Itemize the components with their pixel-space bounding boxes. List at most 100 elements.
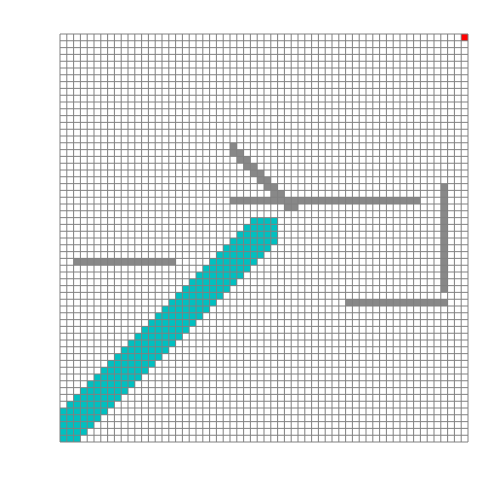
trail-cell [80,421,88,429]
wall-cell [73,258,81,266]
wall-cell [230,142,237,150]
wall-cell [440,238,448,245]
trail-cell [216,292,224,300]
trail-cell [257,224,264,232]
trail-cell [128,374,135,381]
trail-cell [80,428,88,436]
trail-cell [121,380,128,388]
trail-cell [66,428,74,436]
trail-cell [60,428,67,436]
trail-cell [87,421,94,429]
trail-cell [230,238,237,245]
trail-cell [141,346,149,354]
trail-cell [236,251,244,259]
wall-cell [243,156,251,164]
trail-cell [114,360,122,368]
wall-cell [277,190,285,198]
wall-cell [406,299,414,306]
wall-cell [121,258,128,266]
wall-cell [270,190,278,198]
trail-cell [182,299,190,306]
trail-cell [230,272,237,279]
wall-cell [440,278,448,286]
trail-cell [223,265,230,272]
trail-cell [114,394,122,402]
trail-cell [223,244,230,252]
trail-cell [121,374,128,381]
trail-cell [209,265,217,272]
wall-cell [243,197,251,204]
trail-cell [175,326,183,334]
trail-cell [202,306,210,313]
wall-cell [413,197,421,204]
trail-cell [189,312,196,320]
wall-cell [440,244,448,252]
wall-cell [372,197,380,204]
trail-cell [216,285,224,293]
wall-cell [359,299,366,306]
trail-cell [243,244,251,252]
wall-cell [291,204,298,211]
wall-cell [141,258,149,266]
trail-cell [209,278,217,286]
trail-cell [236,258,244,266]
trail-cell [243,258,251,266]
trail-cell [80,414,88,422]
wall-cell [386,299,394,306]
wall-cell [94,258,101,266]
trail-cell [66,421,74,429]
wall-cell [80,258,88,266]
wall-cell [284,204,292,211]
trail-cell [250,238,258,245]
trail-cell [189,319,196,327]
wall-cell [440,265,448,272]
trail-cell [134,360,142,368]
trail-cell [196,285,203,293]
trail-cell [94,387,101,395]
trail-cell [148,360,156,368]
wall-cell [250,170,258,177]
trail-cell [155,346,162,354]
wall-cell [128,258,135,266]
trail-cell [236,265,244,272]
trail-cell [250,224,258,232]
wall-cell [440,204,448,211]
wall-cell [257,176,264,184]
trail-cell [189,306,196,313]
wall-cell [162,258,169,266]
wall-cell [284,197,292,204]
trail-cell [168,312,176,320]
trail-cell [73,435,81,442]
trail-cell [107,401,115,408]
trail-cell [121,353,128,361]
trail-cell [141,353,149,361]
trail-cell [73,414,81,422]
trail-cell [141,326,149,334]
wall-cell [440,231,448,238]
wall-cell [264,176,271,184]
trail-cell [209,272,217,279]
trail-cell [100,387,108,395]
trail-cell [107,380,115,388]
trail-cell [128,353,135,361]
trail-cell [155,312,162,320]
trail-cell [73,428,81,436]
trail-cell [107,374,115,381]
trail-cell [148,326,156,334]
trail-cell [209,292,217,300]
trail-cell [264,217,271,225]
trail-cell [155,333,162,340]
trail-cell [216,251,224,259]
trail-cell [87,408,94,415]
trail-cell [107,367,115,374]
wall-cell [134,258,142,266]
wall-cell [243,163,251,170]
wall-cell [440,272,448,279]
wall-cell [87,258,94,266]
trail-cell [134,374,142,381]
trail-cell [209,299,217,306]
wall-cell [359,197,366,204]
wall-cell [345,197,353,204]
